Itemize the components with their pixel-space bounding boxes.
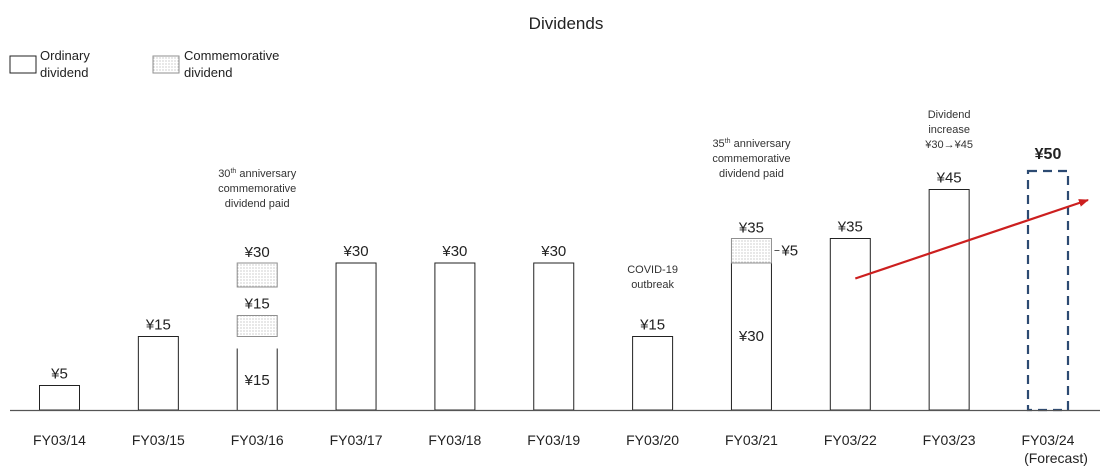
x-tick-fy0319: FY03/19	[527, 432, 580, 448]
annotation-fy0316-line-1: commemorative	[218, 183, 296, 195]
legend-label-ordinary-1: Ordinary	[40, 48, 90, 63]
legend-label-commemorative-2: dividend	[184, 65, 232, 80]
annotation-fy0321-line-2: dividend paid	[719, 168, 784, 180]
legend-swatch-commemorative	[152, 55, 180, 74]
annotation-fy0316-line-0: 30th anniversary	[218, 168, 297, 180]
annotation-fy0320-line-0: COVID-19	[627, 264, 678, 276]
annotation-fy0323-line-2: ¥30→¥45	[924, 139, 973, 151]
x-tick-fy0323: FY03/23	[923, 432, 976, 448]
bar-fy0322	[829, 238, 871, 411]
value-label-fy0320: ¥15	[639, 317, 665, 334]
value-label-fy0315: ¥15	[145, 317, 171, 334]
x-tick-sublabel-fy0324: (Forecast)	[1024, 450, 1088, 466]
chart-marks: ¥5 FY03/14 ¥15 FY03/15 ¥30 ¥15 ¥15 FY03/16 ¥30 FY…	[33, 109, 1089, 466]
x-tick-fy0322: FY03/22	[824, 432, 877, 448]
bar-fy0324-forecast	[1026, 169, 1070, 412]
chart-title: Dividends	[529, 14, 604, 33]
bar-fy0320	[632, 336, 674, 411]
annotation-fy0321-line-1: commemorative	[712, 153, 790, 165]
x-tick-fy0314: FY03/14	[33, 432, 86, 448]
annotation-fy0323-line-0: Dividend	[928, 109, 971, 121]
value-label-fy0314: ¥5	[50, 366, 68, 383]
value-label-fy0317: ¥30	[343, 243, 369, 260]
bar-fy0316-commemorative-lower	[236, 315, 278, 337]
segment-label-fy0321-ordinary: ¥30	[738, 328, 764, 345]
bar-fy0317	[335, 262, 377, 411]
segment-label-fy0316-commemorative: ¥15	[244, 296, 270, 313]
value-label-fy0324: ¥50	[1035, 146, 1062, 163]
value-label-fy0323: ¥45	[936, 170, 962, 187]
annotation-fy0321-line-0: 35th anniversary	[712, 138, 791, 150]
x-tick-fy0320: FY03/20	[626, 432, 679, 448]
bar-fy0318	[434, 262, 476, 411]
bar-fy0314	[39, 385, 80, 411]
x-tick-fy0317: FY03/17	[330, 432, 383, 448]
bar-fy0316-commemorative-upper	[236, 262, 278, 288]
x-tick-fy0318: FY03/18	[428, 432, 481, 448]
x-tick-fy0321: FY03/21	[725, 432, 778, 448]
x-tick-fy0315: FY03/15	[132, 432, 185, 448]
legend-swatch-ordinary	[9, 55, 37, 74]
value-label-fy0319: ¥30	[540, 243, 566, 260]
annotation-fy0323-line-1: increase	[928, 124, 970, 136]
legend-label-ordinary-2: dividend	[40, 65, 88, 80]
annotation-fy0316-line-2: dividend paid	[225, 198, 290, 210]
x-tick-fy0324: FY03/24	[1022, 432, 1075, 448]
trend-arrow	[854, 198, 1089, 280]
segment-label-fy0316-ordinary: ¥15	[244, 372, 270, 389]
segment-label-fy0321-commemorative: ¥5	[780, 243, 798, 260]
value-label-fy0318: ¥30	[441, 243, 467, 260]
x-tick-fy0316: FY03/16	[231, 432, 284, 448]
value-label-fy0322: ¥35	[837, 219, 863, 236]
bar-fy0323	[928, 189, 970, 411]
annotation-fy0320-line-1: outbreak	[631, 279, 674, 291]
bar-fy0315	[137, 336, 179, 411]
bar-fy0321-commemorative	[730, 238, 772, 264]
value-label-fy0316: ¥30	[244, 244, 270, 261]
bar-fy0319	[533, 262, 575, 411]
value-label-fy0321: ¥35	[738, 220, 764, 237]
legend: Ordinary dividend Commemorative dividend	[9, 48, 279, 80]
legend-label-commemorative-1: Commemorative	[184, 48, 279, 63]
bar-fy0321-ordinary	[730, 262, 772, 411]
